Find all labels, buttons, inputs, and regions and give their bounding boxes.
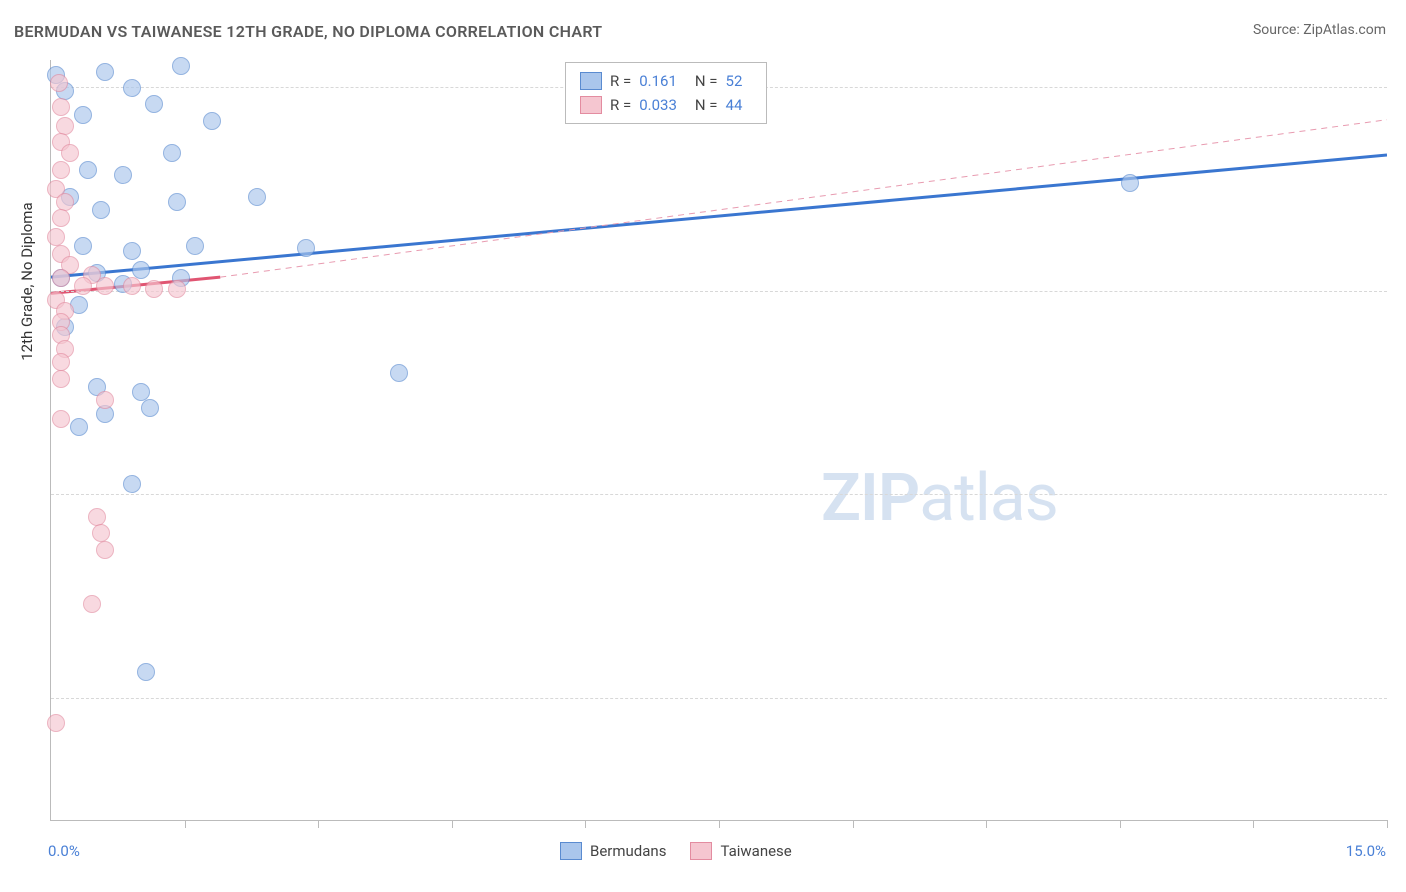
y-tick-label: 100.0% [1397, 78, 1406, 96]
chart-title: BERMUDAN VS TAIWANESE 12TH GRADE, NO DIP… [14, 22, 602, 41]
source-label: Source: ZipAtlas.com [1253, 22, 1386, 38]
data-point [52, 269, 70, 287]
data-point [52, 370, 70, 388]
stats-row: R = 0.161 N = 52 [580, 69, 752, 93]
data-point [70, 418, 88, 436]
r-value: 0.161 [639, 69, 677, 93]
legend-swatch [580, 96, 602, 114]
x-axis-max-label: 15.0% [1346, 842, 1386, 860]
data-point [168, 280, 186, 298]
legend-swatch [560, 842, 582, 860]
x-axis-min-label: 0.0% [48, 842, 80, 860]
x-tick [185, 820, 186, 828]
data-point [168, 193, 186, 211]
legend-label: Bermudans [590, 842, 666, 860]
data-point [141, 399, 159, 417]
data-point [74, 237, 92, 255]
data-point [92, 524, 110, 542]
data-point [123, 277, 141, 295]
data-point [61, 144, 79, 162]
chart-container: BERMUDAN VS TAIWANESE 12TH GRADE, NO DIP… [0, 0, 1406, 892]
grid-line [51, 291, 1387, 292]
data-point [52, 98, 70, 116]
data-point [52, 161, 70, 179]
data-point [1121, 174, 1139, 192]
y-axis-title: 12th Grade, No Diploma [18, 202, 36, 360]
grid-line [51, 698, 1387, 699]
stats-legend: R = 0.161 N = 52 R = 0.033 N = 44 [565, 62, 767, 124]
series-legend: Bermudans Taiwanese [560, 842, 792, 860]
trend-lines [51, 60, 1387, 820]
data-point [52, 353, 70, 371]
y-tick-label: 92.5% [1397, 282, 1406, 300]
data-point [172, 57, 190, 75]
legend-item: Taiwanese [690, 842, 791, 860]
data-point [123, 79, 141, 97]
y-tick-label: 77.5% [1397, 689, 1406, 707]
data-point [96, 277, 114, 295]
data-point [297, 239, 315, 257]
n-label: N = [695, 93, 718, 117]
data-point [47, 228, 65, 246]
x-tick [853, 820, 854, 828]
data-point [83, 595, 101, 613]
data-point [96, 63, 114, 81]
legend-swatch [580, 72, 602, 90]
r-value: 0.033 [639, 93, 677, 117]
stats-row: R = 0.033 N = 44 [580, 93, 752, 117]
data-point [203, 112, 221, 130]
data-point [96, 391, 114, 409]
x-tick [1120, 820, 1121, 828]
data-point [74, 277, 92, 295]
data-point [52, 410, 70, 428]
n-value: 52 [726, 69, 743, 93]
x-tick [318, 820, 319, 828]
watermark: ZIPatlas [821, 460, 1058, 537]
data-point [186, 237, 204, 255]
legend-label: Taiwanese [720, 842, 791, 860]
data-point [132, 261, 150, 279]
grid-line [51, 494, 1387, 495]
x-tick [986, 820, 987, 828]
y-tick-label: 85.0% [1397, 485, 1406, 503]
x-tick [1387, 820, 1388, 828]
data-point [248, 188, 266, 206]
legend-swatch [690, 842, 712, 860]
r-label: R = [610, 69, 631, 93]
data-point [114, 166, 132, 184]
n-value: 44 [726, 93, 743, 117]
data-point [145, 280, 163, 298]
data-point [79, 161, 97, 179]
data-point [163, 144, 181, 162]
data-point [47, 714, 65, 732]
data-point [123, 475, 141, 493]
data-point [92, 201, 110, 219]
data-point [137, 663, 155, 681]
x-tick [585, 820, 586, 828]
x-tick [452, 820, 453, 828]
n-label: N = [695, 69, 718, 93]
data-point [74, 106, 92, 124]
data-point [123, 242, 141, 260]
data-point [96, 541, 114, 559]
data-point [145, 95, 163, 113]
data-point [50, 74, 68, 92]
r-label: R = [610, 93, 631, 117]
x-tick [719, 820, 720, 828]
data-point [52, 209, 70, 227]
plot-area: ZIPatlas 100.0%92.5%85.0%77.5% [50, 60, 1387, 821]
data-point [390, 364, 408, 382]
legend-item: Bermudans [560, 842, 666, 860]
x-tick [1253, 820, 1254, 828]
